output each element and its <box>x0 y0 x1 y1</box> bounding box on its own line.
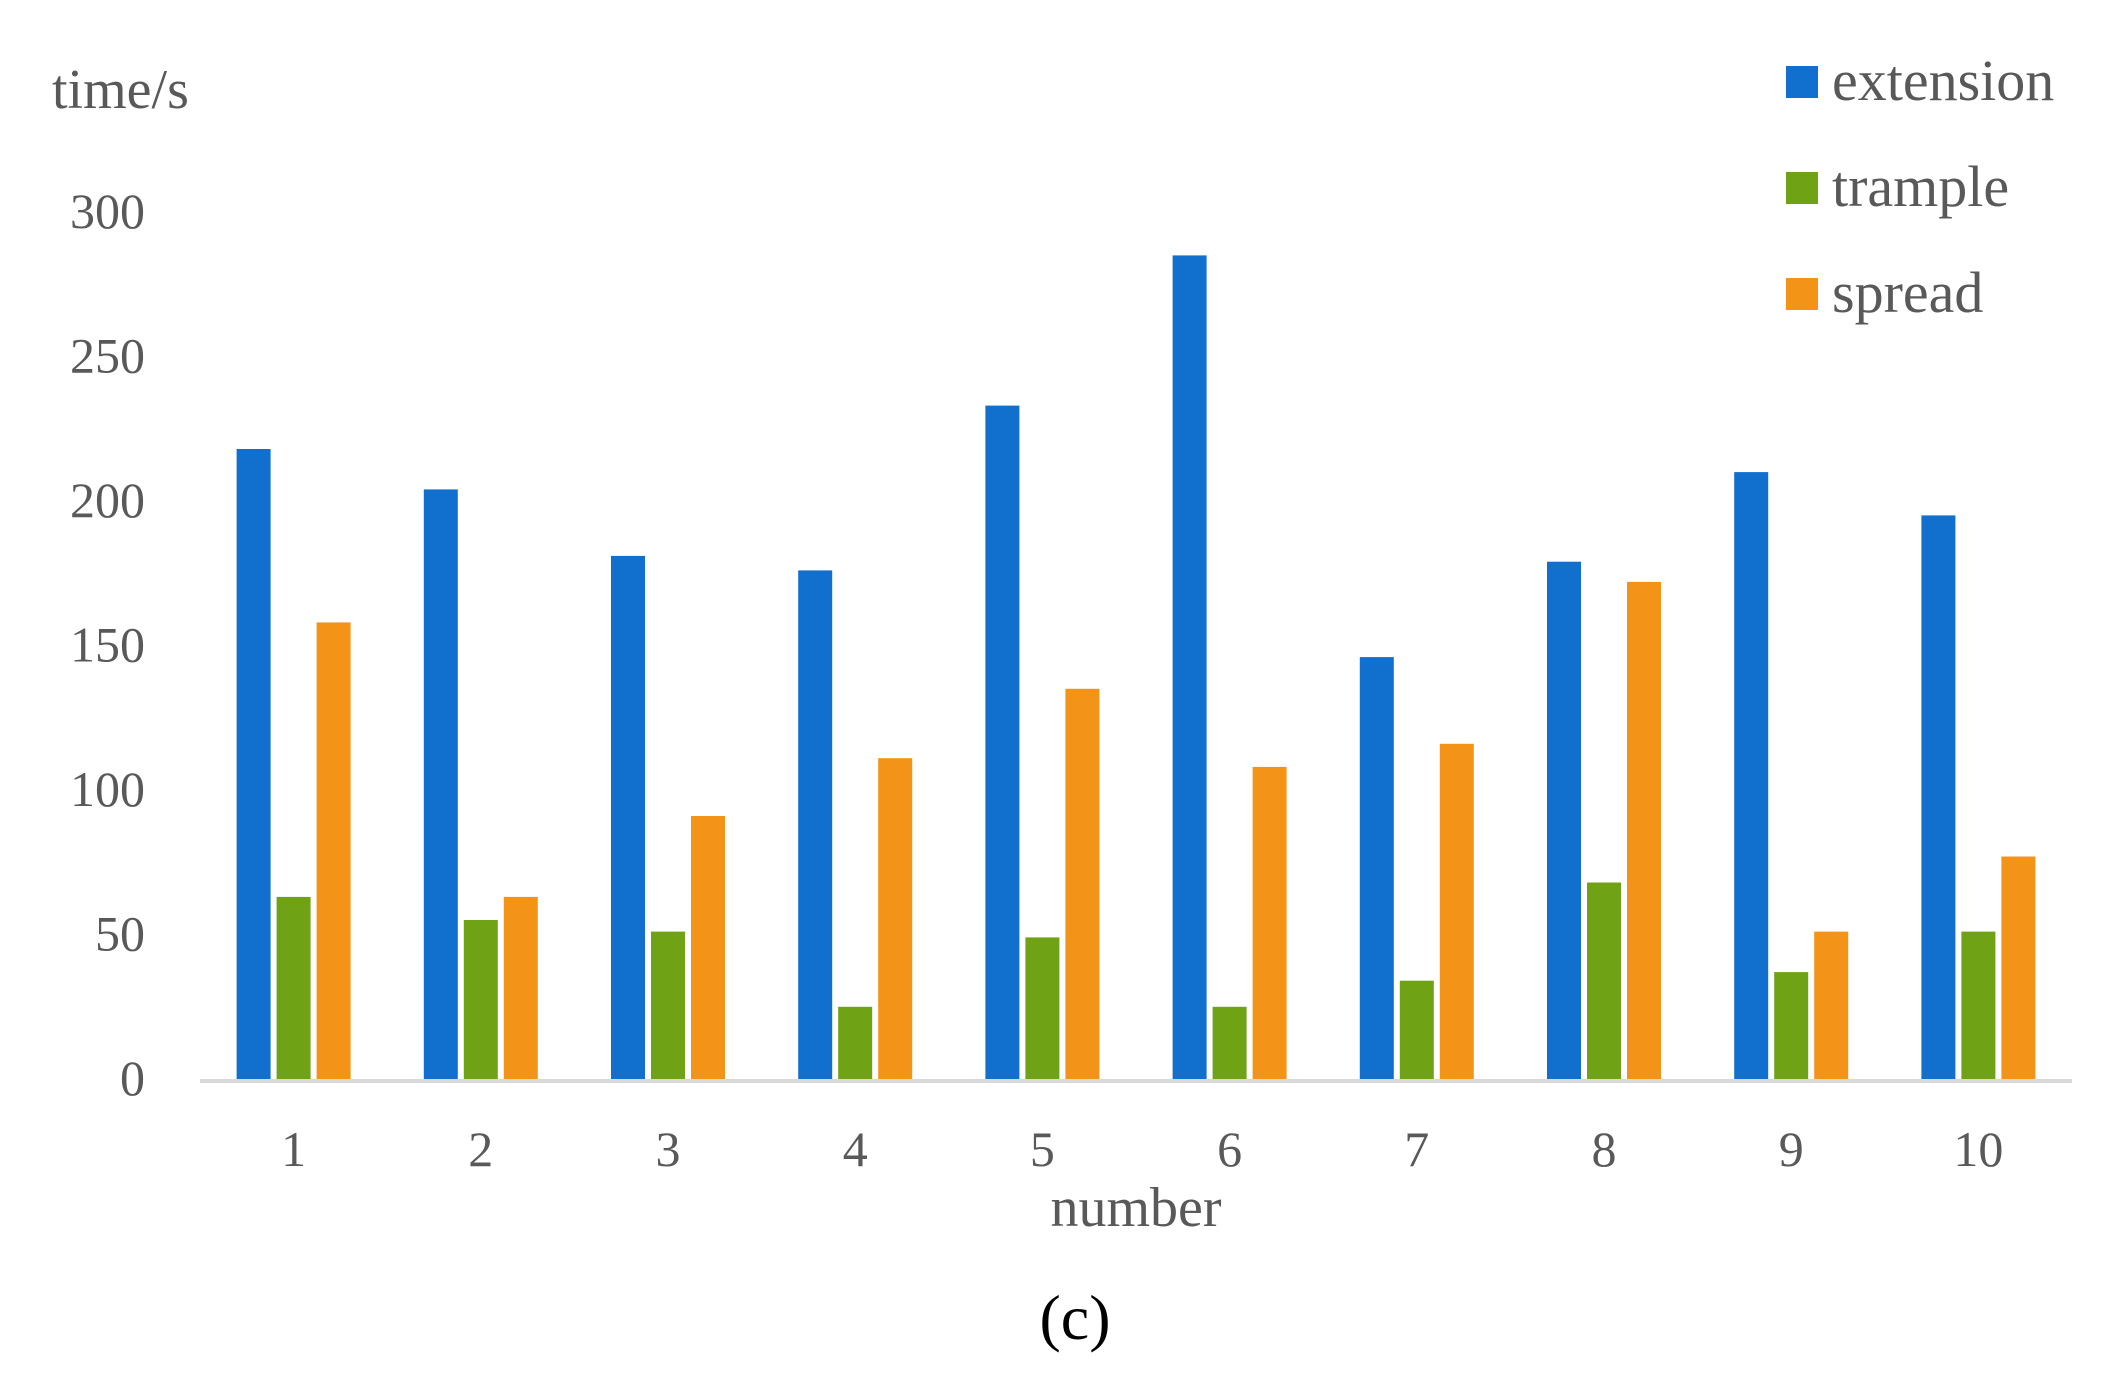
x-tick-label: 2 <box>468 1121 493 1177</box>
bar-spread-8 <box>1627 581 1661 1079</box>
legend-label-extension: extension <box>1832 48 2054 113</box>
x-tick-label: 9 <box>1779 1121 1804 1177</box>
bar-extension-9 <box>1734 472 1769 1080</box>
bar-spread-2 <box>503 896 538 1079</box>
bar-spread-9 <box>1814 931 1849 1079</box>
bar-extension-5 <box>985 405 1020 1080</box>
x-tick-label: 7 <box>1404 1121 1429 1177</box>
bar-trample-10 <box>1961 931 1996 1079</box>
legend-swatch-spread <box>1786 278 1818 310</box>
y-tick-label: 300 <box>70 183 145 239</box>
bar-trample-5 <box>1025 937 1060 1079</box>
x-tick-label: 3 <box>656 1121 681 1177</box>
bar-extension-10 <box>1921 515 1956 1079</box>
y-axis-title: time/s <box>52 59 189 121</box>
bar-extension-7 <box>1359 657 1394 1079</box>
bar-spread-5 <box>1065 688 1100 1079</box>
y-tick-label: 50 <box>95 906 145 962</box>
bar-spread-3 <box>691 816 725 1079</box>
bar-trample-2 <box>463 920 498 1079</box>
y-axis-ticks: 0 50 100 150 200 250 300 <box>70 183 145 1106</box>
bar-spread-7 <box>1439 743 1474 1079</box>
legend-label-spread: spread <box>1832 260 1983 325</box>
bar-spread-4 <box>878 758 913 1079</box>
bar-extension-1 <box>236 449 271 1079</box>
bar-extension-6 <box>1172 255 1207 1079</box>
legend: extension trample spread <box>1786 48 2054 325</box>
y-tick-label: 0 <box>120 1050 145 1106</box>
y-tick-label: 200 <box>70 472 145 528</box>
bar-extension-3 <box>611 555 645 1079</box>
x-tick-label: 8 <box>1592 1121 1617 1177</box>
bar-trample-6 <box>1212 1006 1247 1080</box>
bar-spread-10 <box>2001 856 2036 1079</box>
bar-extension-4 <box>798 570 833 1079</box>
bar-trample-7 <box>1399 980 1434 1079</box>
x-axis-ticks: 1 2 3 4 5 6 7 8 9 10 <box>281 1121 2003 1177</box>
legend-label-trample: trample <box>1832 154 2009 219</box>
bars <box>236 255 2036 1080</box>
bar-extension-2 <box>423 489 458 1079</box>
y-tick-label: 250 <box>70 328 145 384</box>
x-tick-label: 4 <box>843 1121 868 1177</box>
bar-trample-9 <box>1774 972 1809 1079</box>
bar-trample-8 <box>1587 882 1621 1079</box>
y-tick-label: 100 <box>70 761 145 817</box>
bar-spread-1 <box>316 622 351 1079</box>
y-tick-label: 150 <box>70 617 145 673</box>
bar-spread-6 <box>1252 766 1287 1079</box>
figure-caption: (c) <box>1039 1282 1110 1353</box>
bar-trample-4 <box>838 1006 873 1080</box>
x-tick-label: 1 <box>281 1121 306 1177</box>
bar-trample-3 <box>651 931 685 1079</box>
x-tick-label: 6 <box>1217 1121 1242 1177</box>
legend-swatch-trample <box>1786 172 1818 204</box>
bar-trample-1 <box>276 896 311 1079</box>
legend-swatch-extension <box>1786 66 1818 98</box>
x-tick-label: 5 <box>1030 1121 1055 1177</box>
x-axis-title: number <box>1050 1177 1221 1239</box>
bar-extension-8 <box>1547 561 1581 1079</box>
x-tick-label: 10 <box>1953 1121 2003 1177</box>
